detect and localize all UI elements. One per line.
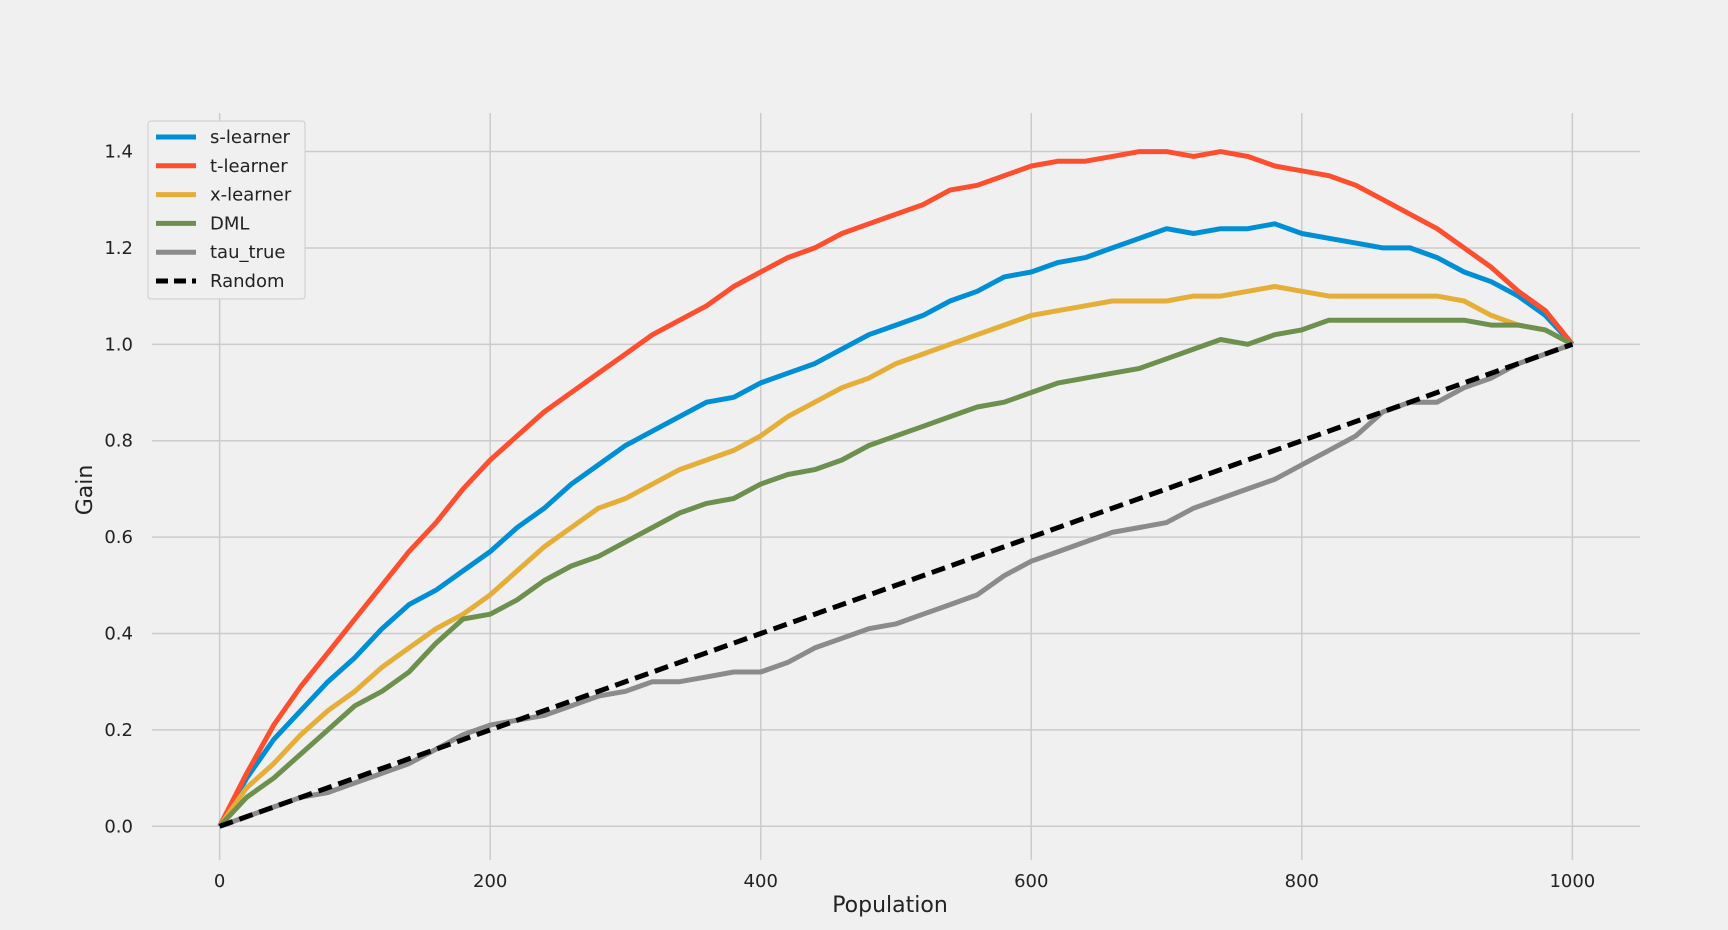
x-tick-label: 600: [1014, 871, 1048, 892]
series-line-t-learner: [217, 149, 1575, 828]
y-tick-label: 0.6: [104, 527, 133, 548]
legend-label: s-learner: [210, 127, 291, 148]
x-axis-label: Population: [832, 893, 948, 918]
y-tick-label: 1.4: [104, 142, 133, 163]
series-line-random: [218, 341, 1574, 829]
x-tick-label: 1000: [1549, 871, 1595, 892]
grid-lines: [152, 113, 1640, 860]
legend-label: x-learner: [210, 185, 292, 206]
x-tick-label: 200: [473, 871, 507, 892]
legend: s-learner t-learner x-learner DML tau_true Ra…: [147, 120, 306, 300]
series-line-dml: [217, 317, 1574, 829]
y-tick-label: 0.2: [104, 720, 133, 741]
legend-items: s-learner t-learner x-learner DML tau_true Ra…: [156, 127, 292, 292]
legend-label: t-learner: [210, 156, 288, 177]
y-axis-ticks: 0.0 0.2 0.4 0.6 0.8 1.0 1.2 1.4: [104, 142, 133, 838]
series-line-s-learner: [217, 221, 1575, 828]
x-tick-label: 400: [744, 871, 778, 892]
series-line-x-learner: [217, 284, 1574, 828]
series-lines: [217, 149, 1575, 829]
y-tick-label: 1.0: [104, 334, 133, 355]
legend-label: tau_true: [210, 242, 285, 263]
y-axis-label: Gain: [73, 465, 98, 516]
y-tick-label: 1.2: [104, 238, 133, 259]
y-tick-label: 0.4: [104, 623, 133, 644]
x-axis-ticks: 0 200 400 600 800 1000: [214, 871, 1595, 892]
x-tick-label: 800: [1285, 871, 1319, 892]
y-tick-label: 0.8: [104, 431, 133, 452]
legend-label: DML: [210, 213, 249, 234]
legend-label: Random: [210, 271, 285, 292]
y-tick-label: 0.0: [104, 816, 133, 837]
x-tick-label: 0: [214, 871, 225, 892]
